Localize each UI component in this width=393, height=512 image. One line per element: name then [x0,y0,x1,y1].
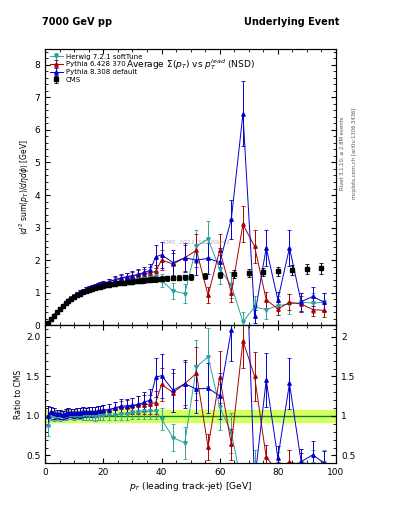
Text: 7000 GeV pp: 7000 GeV pp [42,16,112,27]
Text: Average $\Sigma(p_T)$ vs $p_T^{lead}$ (NSD): Average $\Sigma(p_T)$ vs $p_T^{lead}$ (N… [126,57,255,72]
Legend: Herwig 7.2.1 softTune, Pythia 6.428 370, Pythia 8.308 default, CMS: Herwig 7.2.1 softTune, Pythia 6.428 370,… [49,52,144,84]
Y-axis label: Ratio to CMS: Ratio to CMS [14,370,23,419]
Text: mcplots.cern.ch [arXiv:1306.3436]: mcplots.cern.ch [arXiv:1306.3436] [352,108,357,199]
Text: CMS_2011_S9120041: CMS_2011_S9120041 [162,239,230,245]
Text: Rivet 3.1.10, ≥ 2.8M events: Rivet 3.1.10, ≥ 2.8M events [340,117,345,190]
Y-axis label: $\langle d^2$ sum$(p_T)/d\eta d\phi\rangle$ [GeV]: $\langle d^2$ sum$(p_T)/d\eta d\phi\rang… [17,139,32,235]
X-axis label: $p_T$ (leading track-jet) [GeV]: $p_T$ (leading track-jet) [GeV] [129,480,252,493]
Bar [45,410,336,422]
Text: Underlying Event: Underlying Event [244,16,339,27]
